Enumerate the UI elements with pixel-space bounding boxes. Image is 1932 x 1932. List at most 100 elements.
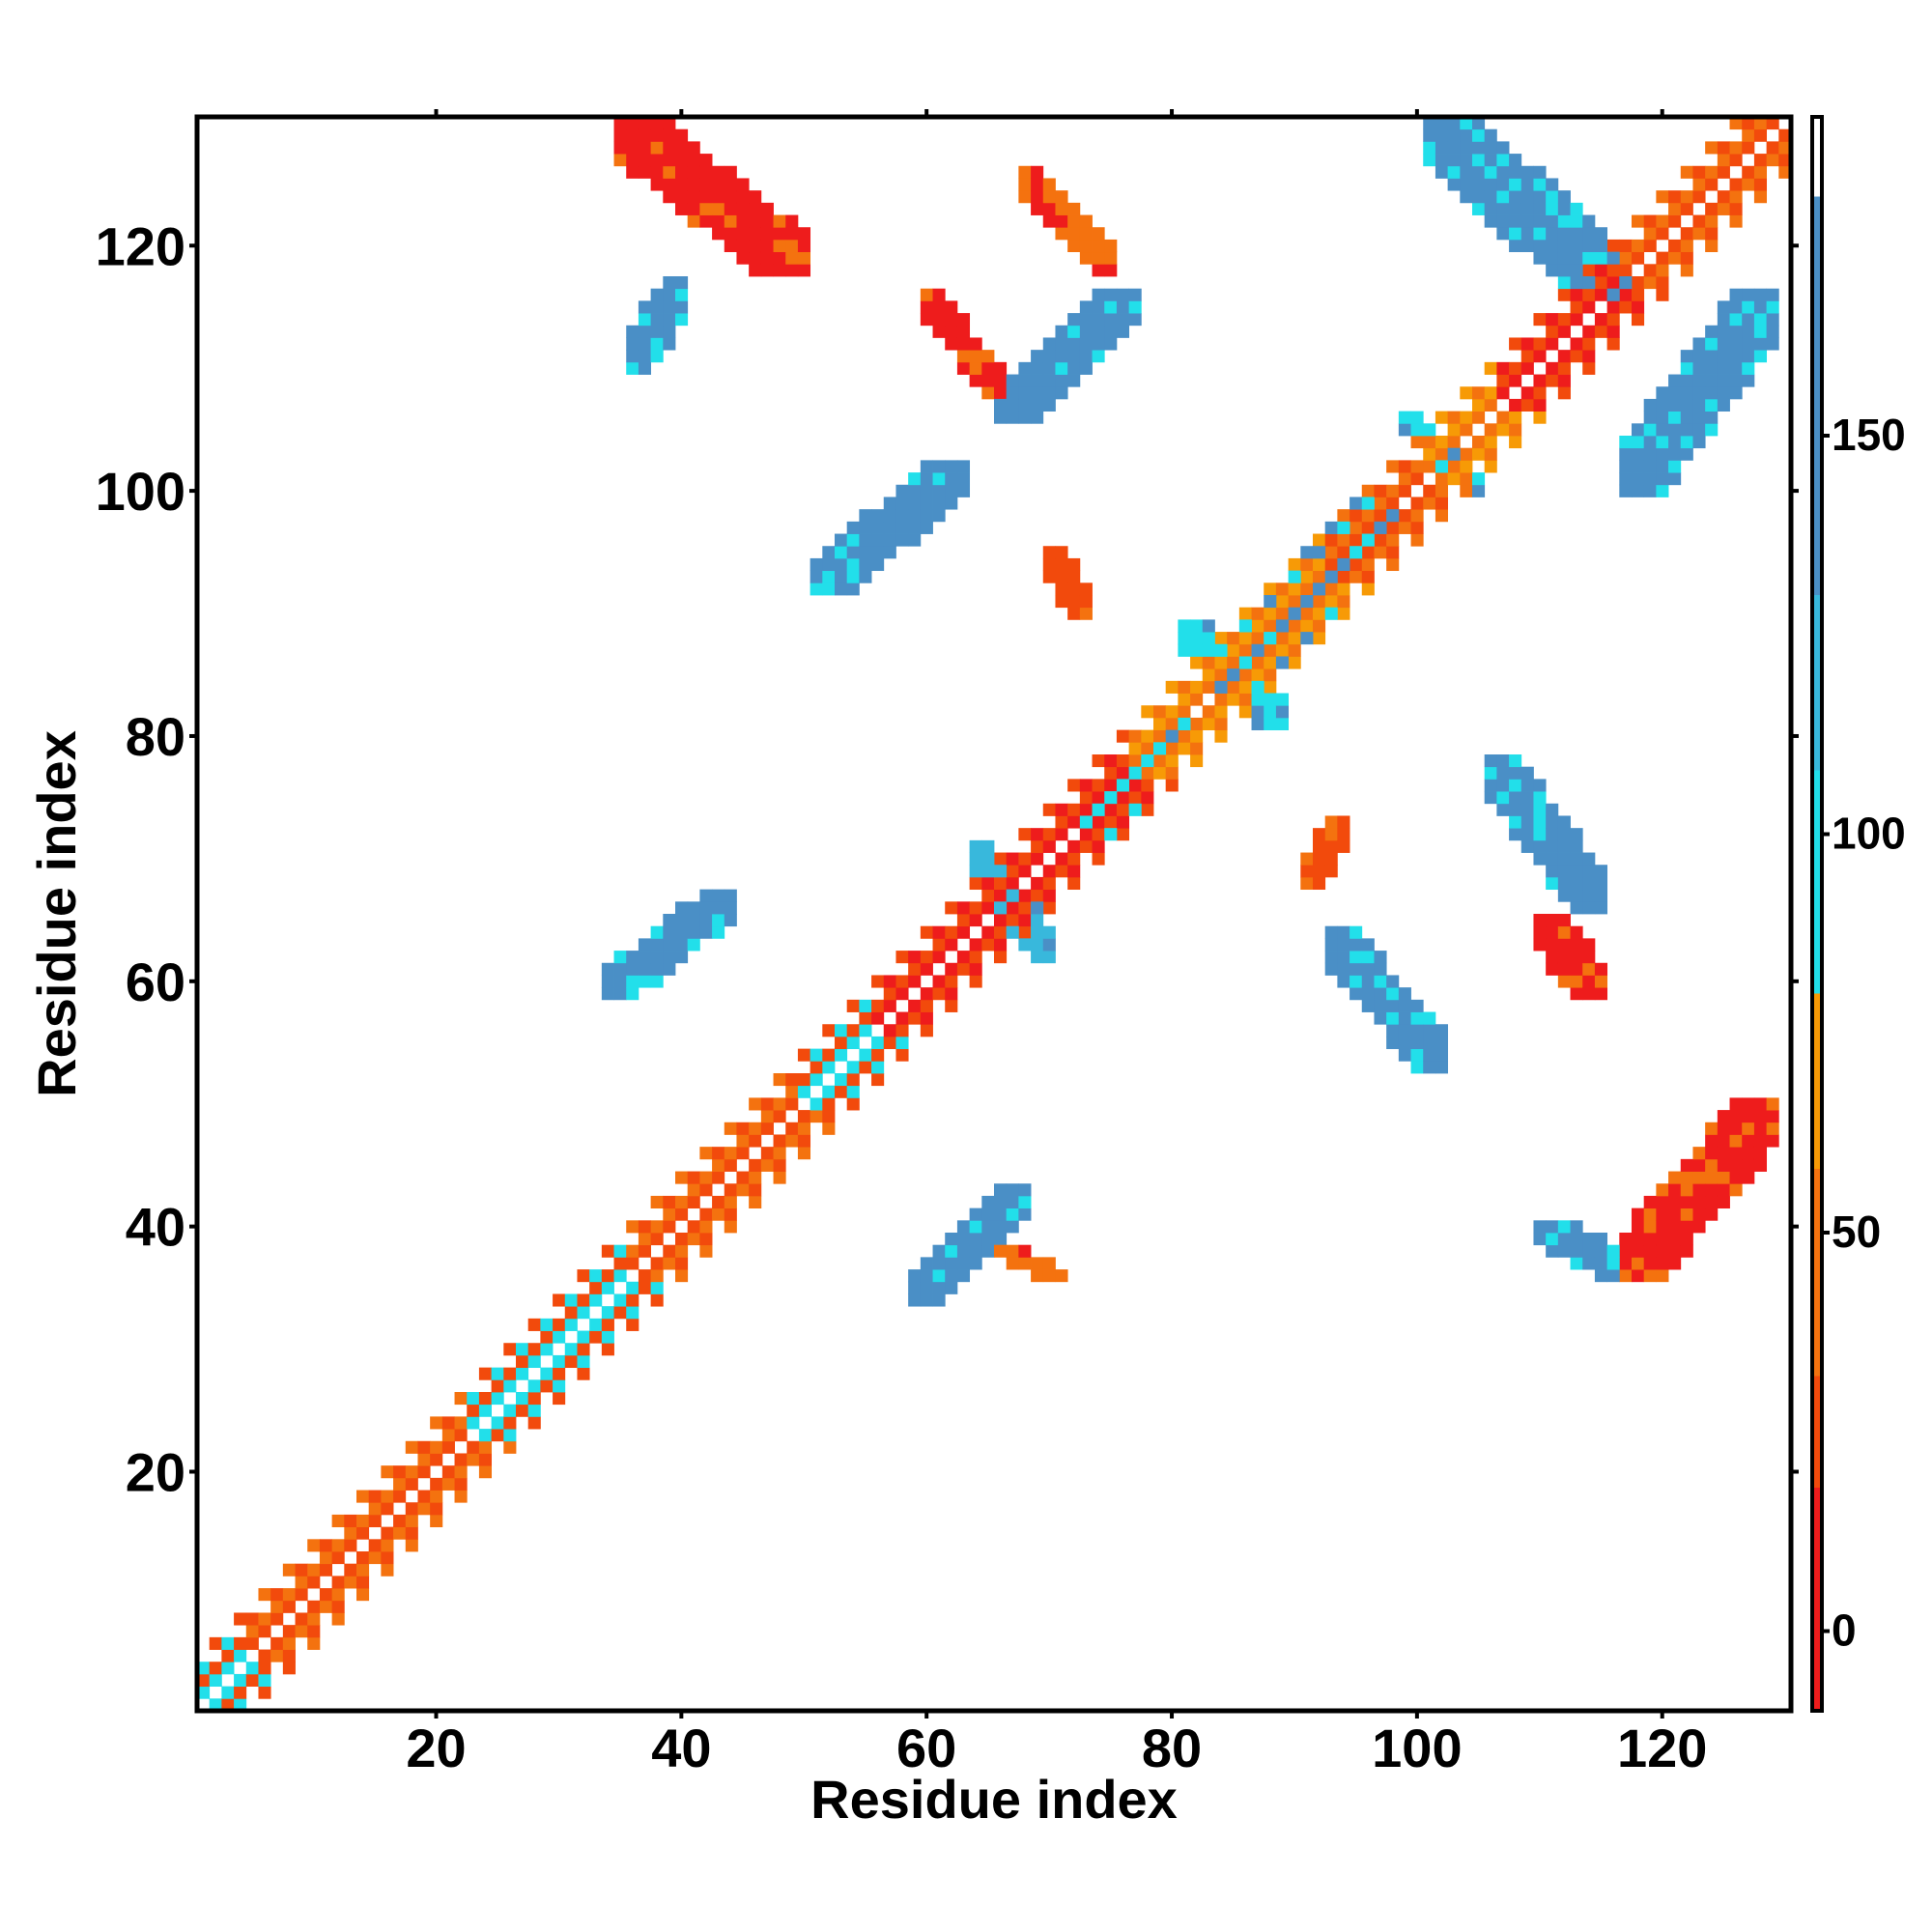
contact-cell — [1472, 165, 1486, 179]
contact-cell — [1692, 423, 1706, 437]
contact-cell — [1447, 141, 1461, 155]
contact-cell — [1680, 1244, 1693, 1258]
contact-cell — [478, 1392, 493, 1406]
contact-cell — [1128, 288, 1142, 301]
contact-cell — [859, 509, 872, 523]
contact-cell — [1460, 190, 1473, 204]
contact-cell — [1435, 117, 1449, 130]
contact-cell — [1435, 497, 1449, 510]
contact-cell — [405, 1477, 418, 1491]
contact-cell — [969, 901, 982, 915]
contact-cell — [1300, 852, 1314, 866]
contact-cell — [1753, 337, 1768, 351]
contact-cell — [797, 1073, 811, 1087]
contact-cell — [1324, 951, 1338, 964]
contact-cell — [1632, 288, 1645, 301]
contact-cell — [1546, 361, 1559, 375]
contact-cell — [430, 1477, 443, 1491]
contact-cell — [393, 1490, 407, 1503]
contact-cell — [969, 350, 982, 363]
contact-cell — [883, 1024, 896, 1037]
contact-cell — [1006, 386, 1019, 400]
contact-cell — [1313, 852, 1326, 866]
contact-cell — [1570, 1233, 1583, 1246]
contact-cell — [1582, 227, 1596, 241]
contact-cell — [1018, 889, 1032, 902]
contact-cell — [1582, 1233, 1596, 1246]
contact-cell — [1104, 239, 1118, 253]
contact-cell — [1496, 386, 1510, 400]
contact-cell — [1680, 398, 1693, 412]
contact-cell — [1557, 239, 1571, 253]
contact-cell — [1178, 619, 1191, 633]
contact-cell — [613, 962, 627, 976]
contact-cell — [540, 1318, 554, 1331]
contact-cell — [736, 1147, 750, 1160]
contact-cell — [760, 227, 774, 241]
contact-cell — [1410, 1048, 1424, 1062]
contact-cell — [945, 1269, 958, 1283]
contact-cell — [1079, 239, 1093, 253]
contact-cell — [1533, 337, 1547, 351]
contact-cell — [663, 1244, 676, 1258]
contact-cell — [197, 1686, 211, 1699]
contact-cell — [846, 1036, 860, 1050]
contact-cell — [1238, 693, 1252, 706]
contact-cell — [1742, 288, 1755, 301]
contact-cell — [381, 1539, 394, 1552]
contact-cell — [724, 1195, 737, 1209]
contact-cell — [1557, 264, 1571, 277]
contact-cell — [1632, 484, 1645, 497]
contact-cell — [687, 165, 700, 179]
contact-cell — [270, 1588, 284, 1602]
contact-cell — [601, 1244, 614, 1258]
contact-cell — [1435, 1048, 1449, 1062]
contact-cell — [1472, 398, 1486, 412]
contact-cell — [1546, 251, 1559, 265]
contact-cell — [1484, 202, 1497, 215]
contact-cell — [270, 1612, 284, 1626]
contact-cell — [613, 117, 627, 130]
contact-cell — [956, 1269, 971, 1283]
contact-cell — [1705, 1171, 1719, 1184]
contact-cell — [932, 951, 946, 964]
contact-cell — [601, 975, 614, 988]
contact-cell — [1742, 165, 1755, 179]
contact-cell — [1705, 337, 1719, 351]
contact-cell — [895, 1024, 909, 1037]
contact-cell — [1496, 141, 1510, 155]
contact-cell — [1557, 865, 1571, 878]
contact-cell — [1619, 460, 1633, 473]
contact-cell — [626, 141, 639, 155]
contact-cell — [1570, 227, 1583, 241]
contact-cell — [883, 999, 896, 1012]
contact-cell — [675, 1233, 689, 1246]
contact-cell — [1288, 643, 1301, 657]
contact-cell — [1632, 214, 1645, 228]
contact-cell — [650, 925, 664, 939]
contact-cell — [1398, 999, 1411, 1012]
contact-cell — [1447, 165, 1461, 179]
contact-cell — [1729, 313, 1743, 327]
contact-cell — [1632, 239, 1645, 253]
contact-cell — [1435, 472, 1449, 486]
contact-cell — [699, 1147, 713, 1160]
contact-cell — [1619, 484, 1633, 497]
contact-cell — [1313, 607, 1326, 620]
contact-cell — [736, 1183, 750, 1197]
contact-cell — [221, 1698, 235, 1712]
contact-cell — [1570, 865, 1583, 878]
contact-cell — [441, 1465, 455, 1479]
contact-cell — [1190, 717, 1204, 731]
contact-cell — [1509, 398, 1522, 412]
contact-cell — [307, 1563, 321, 1577]
contact-cell — [871, 1073, 885, 1087]
colorbar-band — [1812, 1488, 1822, 1711]
contact-cell — [797, 1134, 811, 1148]
contact-cell — [1705, 202, 1719, 215]
contact-cell — [1104, 766, 1118, 780]
contact-cell — [1324, 607, 1338, 620]
contact-cell — [1423, 1061, 1436, 1074]
contact-cell — [1423, 117, 1436, 130]
contact-cell — [650, 962, 664, 976]
